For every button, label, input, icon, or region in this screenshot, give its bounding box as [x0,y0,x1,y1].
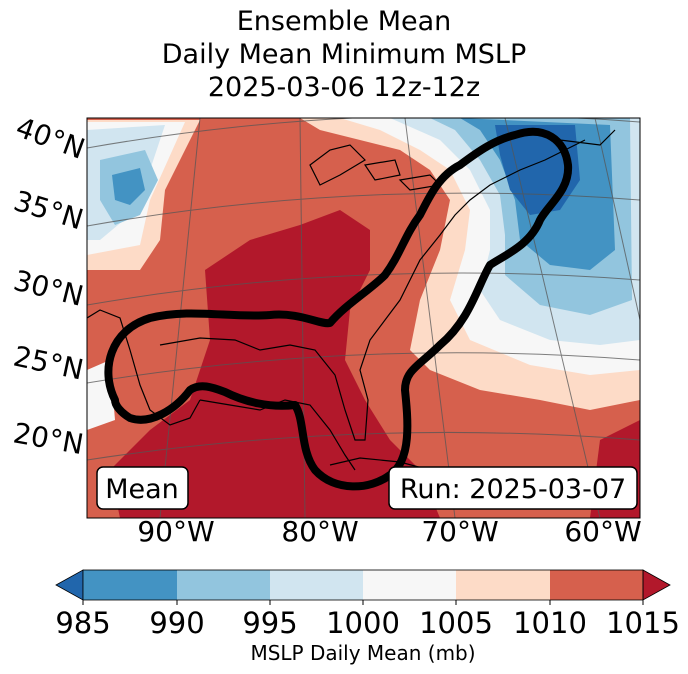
colorbar-tick-985: 985 [55,606,110,640]
colorbar-bin-1010-1015 [550,570,643,600]
lat-label-20: 20°N [11,416,86,461]
ensemble-contour [104,127,573,491]
colorbar-bin-985-990 [83,570,177,600]
coast-nova-scotia [559,129,616,146]
pressure-region-nw-core [112,168,145,205]
colorbar-tick-995: 995 [242,606,297,640]
title-line-1: Ensemble Mean [236,6,452,37]
meridian-50w [594,118,640,321]
colorbar-over-arrow [642,569,671,601]
colorbar-bin-995-1000 [270,570,363,600]
map-frame [86,117,641,519]
coast-mexico-gulf [87,309,201,426]
colorbar-tick-labels: 985 990 995 1000 1005 1010 1015 [55,606,680,640]
parallel-25n [87,352,640,384]
meridian-70w [404,118,456,518]
lat-label-30: 30°N [10,264,86,313]
colorbar-ticks [82,600,644,605]
lat-label-35: 35°N [10,184,87,236]
colorbar-bin-1000-1005 [363,570,456,600]
parallel-20n [87,431,640,461]
colorbar-bin-990-995 [177,570,270,600]
great-lake-2 [363,159,401,181]
colorbar-tick-1015: 1015 [606,606,680,640]
lat-label-40: 40°N [12,111,90,166]
lon-label-80w: 80°W [281,515,358,548]
great-lake-1 [309,144,366,186]
map-panel[interactable] [87,115,640,518]
run-box: Run: 2025-03-07 [388,466,638,510]
colorbar-tick-990: 990 [149,606,204,640]
lon-label-90w: 90°W [137,515,214,548]
colorbar-under-arrow [55,569,84,601]
lat-label-25: 25°N [11,340,87,387]
lat-labels: 40°N 35°N 30°N 25°N 20°N [10,111,89,462]
meridian-90w [159,118,201,518]
coast-us-east [159,139,586,441]
colorbar-tick-1000: 1000 [326,606,400,640]
title-line-3: 2025-03-06 12z-12z [207,72,481,103]
run-box-text: Run: 2025-03-07 [400,474,626,505]
colorbar-bin-1005-1010 [456,570,550,600]
title-line-2: Daily Mean Minimum MSLP [161,39,527,70]
meridian-60w [504,118,601,518]
mean-box: Mean [96,466,189,510]
colorbar-tick-1010: 1010 [513,606,587,640]
pressure-region-gulf-high [110,210,440,518]
lon-label-60w: 60°W [564,515,641,548]
colorbar: 985 990 995 1000 1005 1010 1015 MSLP Dai… [55,569,680,665]
parallel-30n [87,272,640,306]
parallel-40n [87,118,640,149]
colorbar-label: MSLP Daily Mean (mb) [250,641,475,665]
lon-labels: 90°W 80°W 70°W 60°W [137,515,641,548]
lon-label-70w: 70°W [421,515,498,548]
colorbar-tick-1005: 1005 [419,606,493,640]
mean-box-text: Mean [105,474,179,505]
